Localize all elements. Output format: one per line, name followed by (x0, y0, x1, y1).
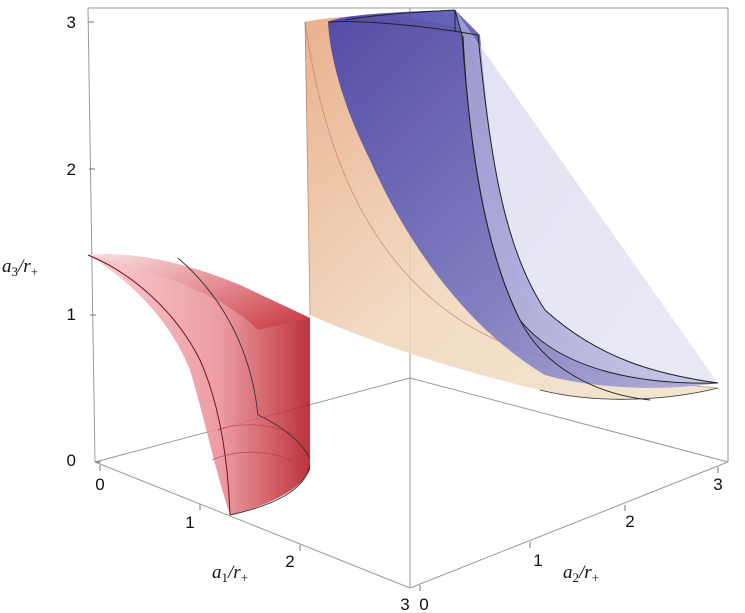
y-tick-1: 1 (533, 551, 542, 570)
z-tick-3: 3 (67, 13, 76, 32)
series-blue-surface (327, 9, 719, 401)
y-axis-label: a2/r+ (563, 562, 599, 585)
x-axis-label: a1/r+ (212, 562, 248, 585)
z-tick-labels: 0 1 2 3 (67, 13, 76, 470)
z-tick-0: 0 (67, 451, 76, 470)
y-tick-labels: 0 1 2 3 (419, 475, 722, 613)
x-tick-labels: 0 1 2 3 (95, 475, 409, 613)
front-box-edges (94, 8, 729, 589)
y-tick-3: 3 (713, 475, 722, 494)
x-tick-2: 2 (285, 552, 294, 571)
series-red-surface (87, 254, 311, 516)
x-tick-3: 3 (400, 595, 409, 613)
y-tick-0: 0 (419, 595, 428, 613)
y-tick-2: 2 (625, 512, 634, 531)
z-axis-label: a3/r+ (2, 256, 38, 279)
tick-marks (88, 21, 719, 591)
z-tick-1: 1 (67, 305, 76, 324)
x-tick-0: 0 (95, 475, 104, 494)
z-tick-2: 2 (67, 160, 76, 179)
x-tick-1: 1 (185, 513, 194, 532)
